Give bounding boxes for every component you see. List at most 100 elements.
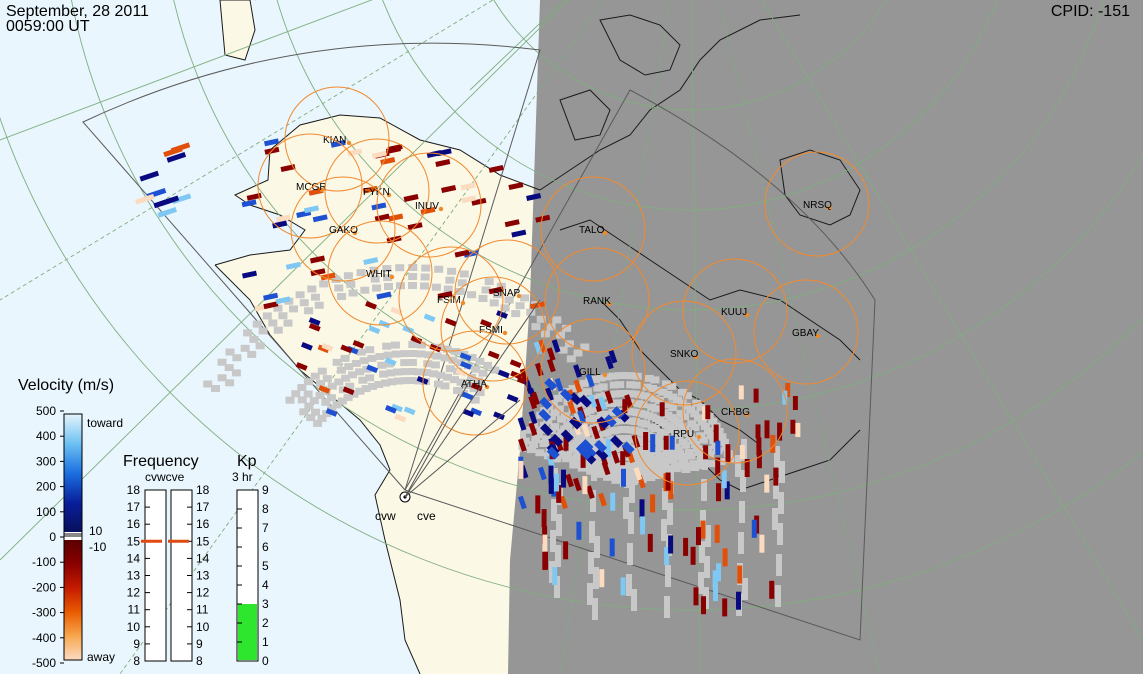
ground-scatter-cell-22	[273, 304, 283, 312]
velocity-vector-57	[394, 413, 407, 423]
ground-scatter-cell-146	[382, 342, 392, 350]
ground-scatter-cell-152	[400, 368, 410, 376]
velocity-vector-29	[303, 205, 320, 214]
velocity-vector-107	[585, 373, 595, 388]
kp-title: Kp	[237, 453, 257, 470]
ground-scatter-cell-743	[590, 490, 596, 512]
ground-scatter-cell-80	[552, 316, 562, 324]
velocity-vector-141	[633, 467, 643, 481]
ground-scatter-cell-629	[656, 454, 666, 462]
ground-scatter-cell-93	[311, 408, 320, 416]
ground-scatter-cell-120	[336, 366, 346, 374]
ground-scatter-cell-14	[243, 329, 253, 337]
ground-scatter-cell-646	[704, 427, 713, 435]
station-circle-mcgr	[257, 133, 363, 239]
ground-scatter-cell-209	[535, 449, 545, 457]
ground-scatter-cell-719	[742, 578, 748, 600]
ground-scatter-cell-96	[291, 390, 301, 398]
station-circle-gill	[540, 318, 646, 424]
ground-scatter-cell-99	[303, 390, 313, 398]
velocity-vector-26	[529, 301, 546, 310]
station-dot-gbay	[815, 333, 821, 339]
frequency-tick-left-0: 18	[127, 483, 141, 497]
ground-scatter-cell-526	[654, 397, 664, 404]
ground-scatter-cell-63	[478, 295, 488, 302]
ground-scatter-cell-72	[515, 302, 525, 310]
velocity-vector-90	[325, 408, 338, 417]
ground-scatter-cell-429	[608, 372, 618, 380]
ground-scatter-cell-613	[687, 420, 697, 428]
ground-scatter-cell-763	[550, 530, 556, 552]
ground-scatter-cell-643	[681, 441, 691, 449]
ground-scatter-cell-663	[668, 456, 678, 464]
ground-scatter-cell-69	[500, 304, 510, 312]
ground-scatter-cell-495	[644, 374, 654, 382]
velocity-vector-256	[569, 392, 582, 406]
ground-scatter-cell-7	[217, 358, 227, 366]
velocity-vector-49	[454, 249, 470, 258]
velocity-tick-1: 400	[36, 429, 56, 443]
ground-scatter-cell-150	[390, 341, 400, 349]
station-dot-chbg	[744, 412, 750, 418]
ground-scatter-cell-373	[582, 388, 592, 396]
ground-scatter-cell-191	[467, 373, 477, 381]
velocity-vector-79	[496, 310, 508, 319]
ground-scatter-cell-41	[370, 275, 380, 283]
velocity-vector-82	[295, 362, 308, 371]
ground-scatter-cell-516	[650, 395, 660, 403]
ground-scatter-cell-721	[556, 514, 562, 536]
frequency-tick-labels: 18 18 17 17 16 16 15 15 14 14 13 13 12 12 11 11 10 10 9 9 8 8	[127, 483, 210, 668]
velocity-vector-61	[390, 306, 403, 316]
ground-scatter-cell-537	[663, 391, 673, 398]
velocity-vector-254	[569, 416, 582, 430]
ground-scatter-cell-100	[297, 384, 307, 391]
velocity-vector-272	[539, 396, 553, 410]
velocity-vector-18	[435, 159, 451, 167]
ground-scatter-cell-169	[430, 361, 440, 369]
ground-scatter-cell-696	[671, 465, 681, 473]
ground-scatter-cell-560	[677, 388, 687, 396]
velocity-vector-33	[376, 291, 392, 300]
station-dot-kian	[346, 140, 352, 146]
ground-scatter-cell-32	[337, 293, 347, 300]
ground-scatter-cell-53	[421, 264, 431, 272]
ground-scatter-cell-634	[700, 422, 710, 430]
ground-scatter-cell-727	[778, 492, 784, 514]
ground-scatter-cell-50	[408, 264, 418, 271]
ground-scatter-cell-655	[698, 436, 708, 444]
ground-scatter-cell-112	[322, 375, 332, 383]
frequency-tick-right-2: 16	[196, 517, 210, 531]
frequency-tick-left-10: 8	[133, 654, 140, 668]
ground-scatter-cell-505	[648, 385, 657, 392]
ground-scatter-cell-149	[391, 350, 401, 358]
velocity-legend: Velocity (m/s) 500 400 300 200 100 0 -100 -200 -…	[18, 377, 123, 670]
ground-scatter-cell-770	[549, 561, 555, 583]
meridian-3	[469, 0, 565, 91]
meridian-7	[761, 0, 1143, 641]
velocity-vector-58	[384, 357, 397, 367]
ground-scatter-cell-16	[252, 320, 262, 328]
ground-scatter-cell-123	[348, 371, 357, 379]
ground-scatter-cell-129	[351, 359, 361, 367]
velocity-tick-labels: 500 400 300 200 100 0 -100 -200 -300 -400 -500	[32, 404, 64, 670]
ground-scatter-cell-45	[382, 265, 392, 273]
ground-scatter-cell-108	[316, 379, 326, 387]
ground-scatter-cell-64	[481, 286, 491, 294]
velocity-vector-84	[402, 325, 415, 334]
ground-scatter-cell-273	[550, 423, 560, 431]
velocity-vector-4	[362, 185, 378, 194]
velocity-vector-9	[275, 214, 291, 223]
velocity-bar-segment-1	[64, 443, 82, 474]
velocity-vector-235	[157, 207, 177, 218]
frequency-tick-right-10: 8	[196, 654, 203, 668]
ground-scatter-cell-136	[367, 354, 377, 362]
ground-scatter-cell-119	[341, 374, 351, 382]
ground-scatter-cell-161	[414, 368, 424, 376]
ground-scatter-cell-767	[698, 572, 704, 594]
velocity-vector-56	[403, 406, 416, 416]
frequency-tick-left-3: 15	[127, 534, 141, 548]
ground-scatter-cell-765	[624, 466, 630, 488]
ground-scatter-cell-131	[365, 374, 375, 382]
frequency-tick-left-4: 14	[127, 551, 141, 565]
ground-scatter-cell-417	[602, 373, 612, 381]
